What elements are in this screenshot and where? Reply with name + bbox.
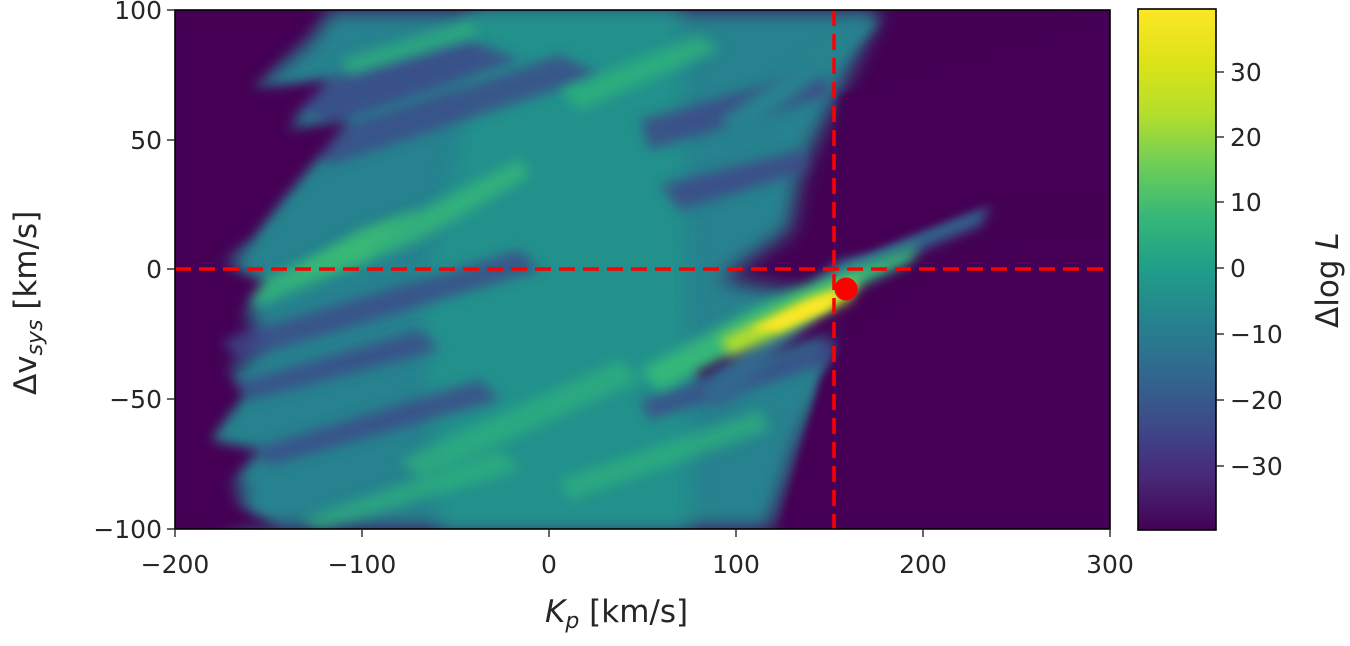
y-tick-label: −50 <box>109 385 162 414</box>
colorbar-tick-label: −30 <box>1230 452 1283 481</box>
x-tick-label: −100 <box>327 550 397 579</box>
x-tick-label: 100 <box>712 550 760 579</box>
y-tick-label: 50 <box>130 126 162 155</box>
colorbar-tick-label: 0 <box>1230 254 1246 283</box>
x-ticks <box>174 529 1111 537</box>
colorbar-tick-label: −20 <box>1230 386 1283 415</box>
y-axis-label: Δvsys [km/s] <box>8 210 48 395</box>
colorbar-label: Δlog L <box>1310 232 1346 328</box>
best-fit-marker <box>834 277 858 301</box>
x-tick-label: 0 <box>541 550 557 579</box>
x-tick-label: 300 <box>1086 550 1134 579</box>
colorbar <box>1137 8 1217 531</box>
colorbar-tick-label: −10 <box>1230 320 1283 349</box>
colorbar-tick-label: 30 <box>1230 58 1262 87</box>
y-ticks <box>167 9 175 530</box>
y-tick-label: 100 <box>114 0 162 25</box>
x-tick-label: 200 <box>899 550 947 579</box>
x-tick-label: −200 <box>140 550 210 579</box>
y-tick-label: 0 <box>146 255 162 284</box>
colorbar-ticks <box>1216 71 1224 467</box>
y-tick-label: −100 <box>93 515 162 544</box>
x-axis-label: Kp [km/s] <box>545 594 689 634</box>
colorbar-tick-label: 20 <box>1230 123 1262 152</box>
colorbar-tick-label: 10 <box>1230 188 1262 217</box>
